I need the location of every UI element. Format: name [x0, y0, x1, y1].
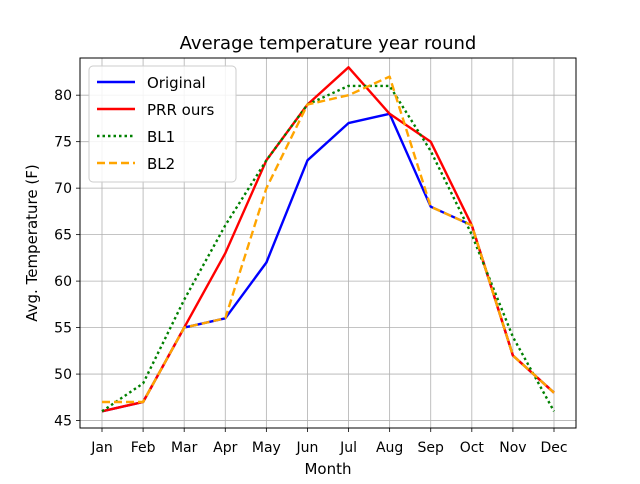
y-axis-label: Avg. Temperature (F) — [23, 164, 41, 321]
series-layer — [101, 66, 556, 413]
x-tick-label: Apr — [213, 440, 237, 456]
series-line-bl1 — [101, 84, 556, 413]
legend-label: PRR ours — [147, 101, 215, 119]
x-tick-label: Oct — [460, 440, 485, 456]
x-tick-label: Mar — [171, 440, 198, 456]
chart-title: Average temperature year round — [180, 33, 477, 54]
x-tick-label: Nov — [499, 440, 526, 456]
y-tick-label: 60 — [54, 274, 72, 290]
legend-label: BL1 — [147, 128, 175, 146]
y-tick-label: 75 — [54, 135, 72, 151]
x-tick-label: Jul — [339, 440, 357, 456]
x-tick-label: May — [252, 440, 281, 456]
y-tick-label: 50 — [54, 367, 72, 383]
y-tick-label: 70 — [54, 181, 72, 197]
plot-frame — [79, 57, 577, 429]
legend: Original PRR ours BL1 BL2 — [88, 65, 237, 183]
x-tick-label: Aug — [376, 440, 403, 456]
x-tick-label: Sep — [418, 440, 445, 456]
ticks: Jan Feb Mar Apr May Jun Jul Aug Sep Oct Nov Dec 45 50… — [54, 88, 567, 456]
y-tick-label: 65 — [54, 228, 72, 244]
x-tick-label: Jan — [90, 440, 113, 456]
series-line-bl2 — [102, 75, 555, 404]
x-tick-label: Dec — [540, 440, 567, 456]
legend-frame — [88, 65, 237, 183]
y-tick-label: 80 — [54, 88, 72, 104]
legend-label: Original — [147, 74, 206, 92]
x-axis-label: Month — [304, 460, 351, 478]
legend-label: BL2 — [147, 155, 175, 173]
x-tick-label: Feb — [131, 440, 156, 456]
x-tick-label: Jun — [296, 440, 319, 456]
y-tick-label: 55 — [54, 321, 72, 337]
y-tick-label: 45 — [54, 414, 72, 430]
